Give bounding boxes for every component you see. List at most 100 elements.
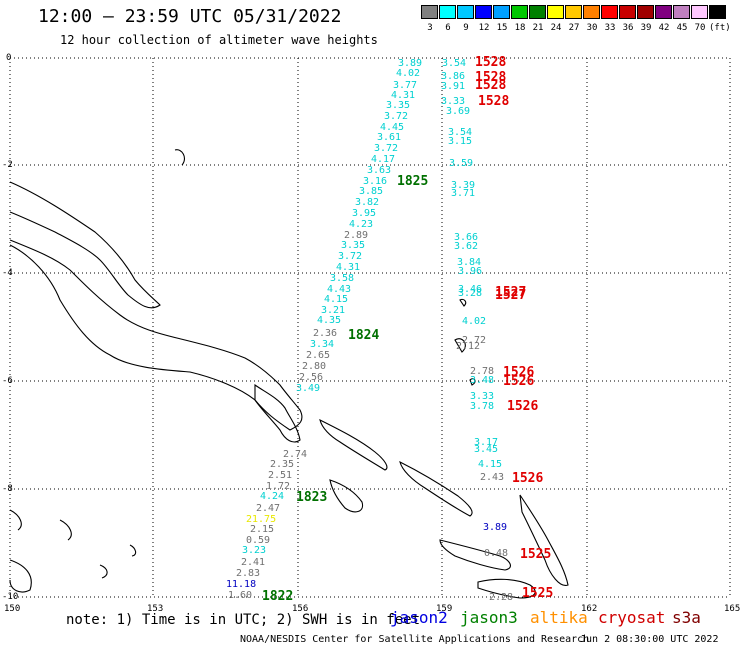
makira-coast bbox=[477, 578, 536, 599]
wave-height-label: 3.59 bbox=[449, 158, 473, 169]
wave-height-label: 3.28 bbox=[458, 288, 482, 299]
wave-height-label: 2.12 bbox=[456, 341, 480, 352]
wave-height-label: 4.15 bbox=[478, 459, 502, 470]
wave-height-label: 2.15 bbox=[250, 524, 274, 535]
colorbar-swatch bbox=[673, 5, 690, 19]
wave-height-label: 4.45 bbox=[380, 122, 404, 133]
map-subtitle: 12 hour collection of altimeter wave hei… bbox=[60, 33, 378, 47]
colorbar-label: 42 bbox=[658, 23, 670, 33]
wave-height-label: 2.74 bbox=[283, 449, 307, 460]
x-tick-label: 150 bbox=[4, 604, 20, 614]
colorbar-label: 70 bbox=[694, 23, 706, 33]
wave-height-label: 3.54 bbox=[442, 58, 466, 69]
wave-height-label: 4.23 bbox=[349, 219, 373, 230]
colorbar-swatch bbox=[565, 5, 582, 19]
pass-time-label: 1527 bbox=[495, 288, 526, 303]
colorbar-swatch bbox=[619, 5, 636, 19]
wave-height-label: 0.48 bbox=[484, 548, 508, 559]
wave-height-label: 3.23 bbox=[242, 545, 266, 556]
wave-height-label: 2.28 bbox=[489, 592, 513, 603]
wave-height-label: 3.95 bbox=[352, 208, 376, 219]
wave-height-label: 3.71 bbox=[451, 188, 475, 199]
wave-height-label: 3.21 bbox=[321, 305, 345, 316]
x-tick-label: 159 bbox=[436, 604, 452, 614]
choiseul-coast bbox=[319, 418, 388, 471]
wave-height-label: 3.91 bbox=[441, 81, 465, 92]
pass-time-label: 1528 bbox=[475, 55, 506, 70]
wave-height-label: 2.89 bbox=[344, 230, 368, 241]
wave-height-label: 3.54 bbox=[448, 127, 472, 138]
colorbar-swatch bbox=[637, 5, 654, 19]
colorbar-swatch bbox=[511, 5, 528, 19]
wave-height-label: 3.48 bbox=[470, 375, 494, 386]
colorbar-label: 18 bbox=[514, 23, 526, 33]
colorbar-label: 15 bbox=[496, 23, 508, 33]
pass-time-label: 1825 bbox=[397, 174, 428, 189]
wave-height-label: 3.72 bbox=[374, 143, 398, 154]
pass-time-label: 1822 bbox=[262, 589, 293, 604]
colorbar-label: 12 bbox=[478, 23, 490, 33]
x-tick-label: 153 bbox=[147, 604, 163, 614]
pass-time-label: 1528 bbox=[475, 70, 506, 85]
wave-height-label: 3.89 bbox=[483, 522, 507, 533]
wave-height-label: 1.60 bbox=[228, 590, 252, 601]
wave-height-label: 4.15 bbox=[324, 294, 348, 305]
legend-item-s3a: s3a bbox=[672, 608, 701, 627]
legend-item-jason3: jason3 bbox=[460, 608, 518, 627]
wave-height-label: 4.43 bbox=[327, 284, 351, 295]
wave-height-label: 3.72 bbox=[384, 111, 408, 122]
coastlines bbox=[9, 149, 569, 599]
wave-height-label: 3.86 bbox=[441, 71, 465, 82]
wave-height-label: 3.78 bbox=[470, 401, 494, 412]
pass-time-label: 1824 bbox=[348, 328, 379, 343]
wave-height-label: 11.18 bbox=[226, 579, 256, 590]
colorbar-swatch bbox=[529, 5, 546, 19]
malaita-coast bbox=[519, 494, 569, 586]
map-title: 12:00 – 23:59 UTC 05/31/2022 bbox=[38, 6, 342, 27]
new-georgia-coast bbox=[329, 479, 364, 513]
wave-height-label: 3.34 bbox=[310, 339, 334, 350]
wave-height-label: 3.77 bbox=[393, 80, 417, 91]
colorbar-label: 45 bbox=[676, 23, 688, 33]
colorbar-label: (ft) bbox=[709, 23, 731, 33]
colorbar-label: 24 bbox=[550, 23, 562, 33]
pass-time-label: 1528 bbox=[475, 78, 506, 93]
wave-height-label: 3.89 bbox=[398, 58, 422, 69]
pass-time-label: 1526 bbox=[512, 471, 543, 486]
wave-height-label: 2.78 bbox=[470, 366, 494, 377]
wave-height-label: 3.35 bbox=[341, 240, 365, 251]
wave-height-label: 3.16 bbox=[363, 176, 387, 187]
y-tick-label: -4 bbox=[2, 268, 13, 278]
wave-height-label: 3.63 bbox=[367, 165, 391, 176]
colorbar-label: 9 bbox=[463, 23, 469, 33]
colorbar-label: 39 bbox=[640, 23, 652, 33]
wave-height-label: 3.72 bbox=[338, 251, 362, 262]
wave-height-label: 3.45 bbox=[474, 444, 498, 455]
legend-item-jason2: jason2 bbox=[390, 608, 448, 627]
wave-height-label: 4.24 bbox=[260, 491, 284, 502]
wave-height-label: 2.51 bbox=[268, 470, 292, 481]
santa-isabel-coast bbox=[399, 460, 473, 517]
lat-lon-grid bbox=[9, 57, 731, 598]
wave-height-label: 2.36 bbox=[313, 328, 337, 339]
pass-time-label: 1528 bbox=[478, 94, 509, 109]
wave-height-label: 4.35 bbox=[317, 315, 341, 326]
y-tick-label: -8 bbox=[2, 484, 13, 494]
wave-height-label: 1.72 bbox=[266, 481, 290, 492]
colorbar-label: 21 bbox=[532, 23, 544, 33]
legend-item-cryosat: cryosat bbox=[598, 608, 666, 627]
colorbar-label: 33 bbox=[604, 23, 616, 33]
wave-height-label: 3.46 bbox=[458, 284, 482, 295]
pass-time-label: 1526 bbox=[503, 365, 534, 380]
colorbar-label: 3 bbox=[427, 23, 433, 33]
wave-height-label: 21.75 bbox=[246, 514, 276, 525]
wave-height-label: 3.61 bbox=[377, 132, 401, 143]
pass-time-label: 1525 bbox=[520, 547, 551, 562]
wave-height-label: 4.31 bbox=[336, 262, 360, 273]
bougainville-coast bbox=[254, 383, 301, 443]
colorbar-swatch bbox=[493, 5, 510, 19]
wave-height-label: 2.56 bbox=[299, 372, 323, 383]
colorbar-label: 6 bbox=[445, 23, 451, 33]
wave-height-label: 2.80 bbox=[302, 361, 326, 372]
